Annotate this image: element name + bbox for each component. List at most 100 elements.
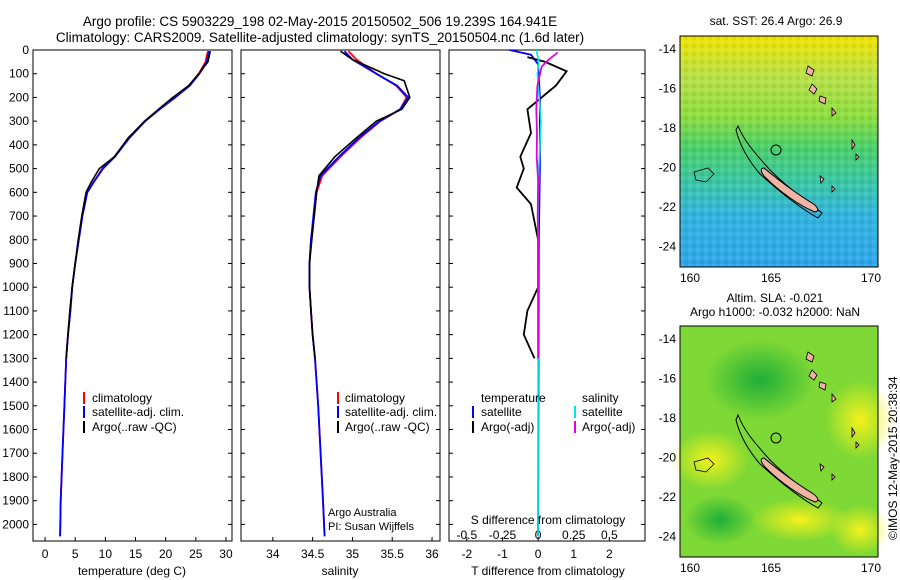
difference-xlabel: T difference from climatology: [471, 564, 625, 578]
map-x-tick-label: 160: [680, 271, 700, 285]
legend-title-temperature: temperature: [481, 391, 546, 405]
difference-legend: temperature salinity satellite Argo(-adj…: [472, 391, 635, 434]
sst-map-frame: [679, 35, 879, 268]
y-tick-label: 400: [9, 138, 29, 152]
sst-new-caledonia: [760, 167, 819, 213]
map-ticks: 160 165 170 -14 -16 -18 -20 -22 -24 160 165 170 -14 -…: [659, 42, 882, 575]
map-y-tick-label: -14: [659, 332, 677, 346]
sst-map: [679, 35, 879, 268]
x-top-tick-label: 0.5: [601, 528, 618, 542]
y-tick-label: 1700: [2, 446, 29, 460]
legend-label-argo: Argo(..raw -QC): [345, 420, 430, 434]
legend-label-s-satellite: satellite: [582, 405, 623, 419]
series-line-s-argo: [535, 51, 559, 359]
y-tick-label: 2000: [2, 517, 29, 531]
x-tick-label: 0: [535, 547, 542, 561]
x-top-tick-label: -0.25: [489, 528, 517, 542]
map-y-tick-label: -16: [659, 372, 677, 386]
y-tick-label: 200: [9, 90, 29, 104]
y-tick-label: 100: [9, 67, 29, 81]
series-line-t-argo: [515, 56, 568, 359]
series-line-satellite: [308, 50, 410, 537]
x-tick-label: 20: [159, 547, 173, 561]
legend-label-satellite: satellite-adj. clim.: [92, 405, 184, 419]
title-line-1: Argo profile: CS 5903229_198 02-May-2015…: [82, 14, 558, 29]
difference-top-xlabel: S difference from climatology: [471, 513, 626, 527]
legend-label-t-satellite: satellite: [481, 405, 522, 419]
sla-argo-position: [770, 432, 782, 444]
sst-field-texture: [680, 36, 878, 267]
sla-high-patch: [750, 498, 850, 542]
title-line-2: Climatology: CARS2009. Satellite-adjuste…: [55, 30, 585, 45]
y-tick-label: 600: [9, 185, 29, 199]
x-tick-label: 30: [219, 547, 233, 561]
y-tick-label: 800: [9, 233, 29, 247]
salinity-legend: climatology satellite-adj. clim. Argo(..…: [337, 391, 437, 434]
series-line-argo: [308, 50, 411, 359]
y-tick-label: 1100: [3, 304, 29, 318]
y-tick-label: 1200: [2, 328, 29, 342]
y-tick-label: 700: [9, 209, 29, 223]
x-tick-label: -1: [497, 547, 508, 561]
series-line-satellite: [59, 51, 210, 537]
map-y-tick-label: -16: [659, 82, 677, 96]
y-tick-label: 300: [9, 114, 29, 128]
annotation-pi: PI: Susan Wijffels: [328, 521, 414, 533]
map-y-tick-label: -18: [659, 411, 677, 425]
legend-label-satellite: satellite-adj. clim.: [345, 405, 437, 419]
sst-reef-outline: [735, 124, 823, 219]
timestamp-vertical: ©IMOS 12-May-2015 20:38:34: [886, 376, 900, 540]
x-tick-label: 1: [570, 547, 577, 561]
difference-plot-frame: [448, 49, 646, 542]
y-tick-label: 900: [9, 256, 29, 270]
map-y-tick-label: -24: [659, 530, 677, 544]
x-tick-label: -2: [461, 547, 472, 561]
legend-label-climatology: climatology: [92, 391, 152, 405]
sla-new-caledonia: [760, 457, 819, 503]
sst-argo-position: [770, 144, 782, 156]
salinity-xlabel: salinity: [322, 564, 359, 578]
sla-low-patch: [705, 340, 815, 420]
x-tick-label: 15: [129, 547, 143, 561]
x-tick-label: 25: [189, 547, 203, 561]
sst-loyalty-outline: [693, 167, 715, 183]
x-tick-label: 34.5: [301, 547, 325, 561]
map-y-tick-label: -24: [659, 240, 677, 254]
series-line-climatology: [59, 51, 209, 537]
sla-high-patch: [825, 380, 895, 460]
salinity-plot-frame: [240, 49, 441, 542]
legend-label-argo: Argo(..raw -QC): [92, 420, 177, 434]
series-line-argo: [65, 51, 212, 359]
sla-map-frame: [679, 325, 879, 558]
sst-map-title: sat. SST: 26.4 Argo: 26.9: [710, 14, 843, 28]
series-line-climatology: [308, 50, 408, 537]
map-y-tick-label: -14: [659, 42, 677, 56]
legend-label-climatology: climatology: [345, 391, 405, 405]
temperature-legend: climatology satellite-adj. clim. Argo(..…: [83, 391, 184, 434]
map-y-tick-label: -18: [659, 121, 677, 135]
y-tick-label: 0: [22, 43, 29, 57]
x-top-tick-label: 0.25: [562, 528, 586, 542]
y-tick-label: 1300: [2, 351, 29, 365]
map-x-tick-label: 170: [861, 561, 881, 575]
x-top-tick-label: -0.5: [456, 528, 477, 542]
x-tick-label: 0: [42, 547, 49, 561]
legend-label-t-argo: Argo(-adj): [481, 420, 534, 434]
difference-plot: -2 -1 0 1 2-0.5 -0.25 0 0.25 0.5: [449, 49, 645, 561]
map-x-tick-label: 160: [680, 561, 700, 575]
y-tick-label: 1900: [2, 494, 29, 508]
temperature-plot-frame: [32, 49, 233, 542]
y-tick-label: 1500: [2, 399, 29, 413]
x-tick-label: 34: [266, 547, 280, 561]
y-tick-label: 500: [9, 162, 29, 176]
sla-map: [670, 325, 895, 558]
x-tick-label: 10: [99, 547, 113, 561]
sla-island-chain: [805, 351, 860, 481]
sla-loyalty-outline: [693, 457, 715, 473]
annotation-argo-australia: Argo Australia: [328, 507, 397, 519]
y-tick-label: 1600: [2, 423, 29, 437]
x-tick-label: 35.5: [381, 547, 405, 561]
x-tick-label: 35: [346, 547, 360, 561]
sla-reef-outline: [735, 413, 823, 509]
